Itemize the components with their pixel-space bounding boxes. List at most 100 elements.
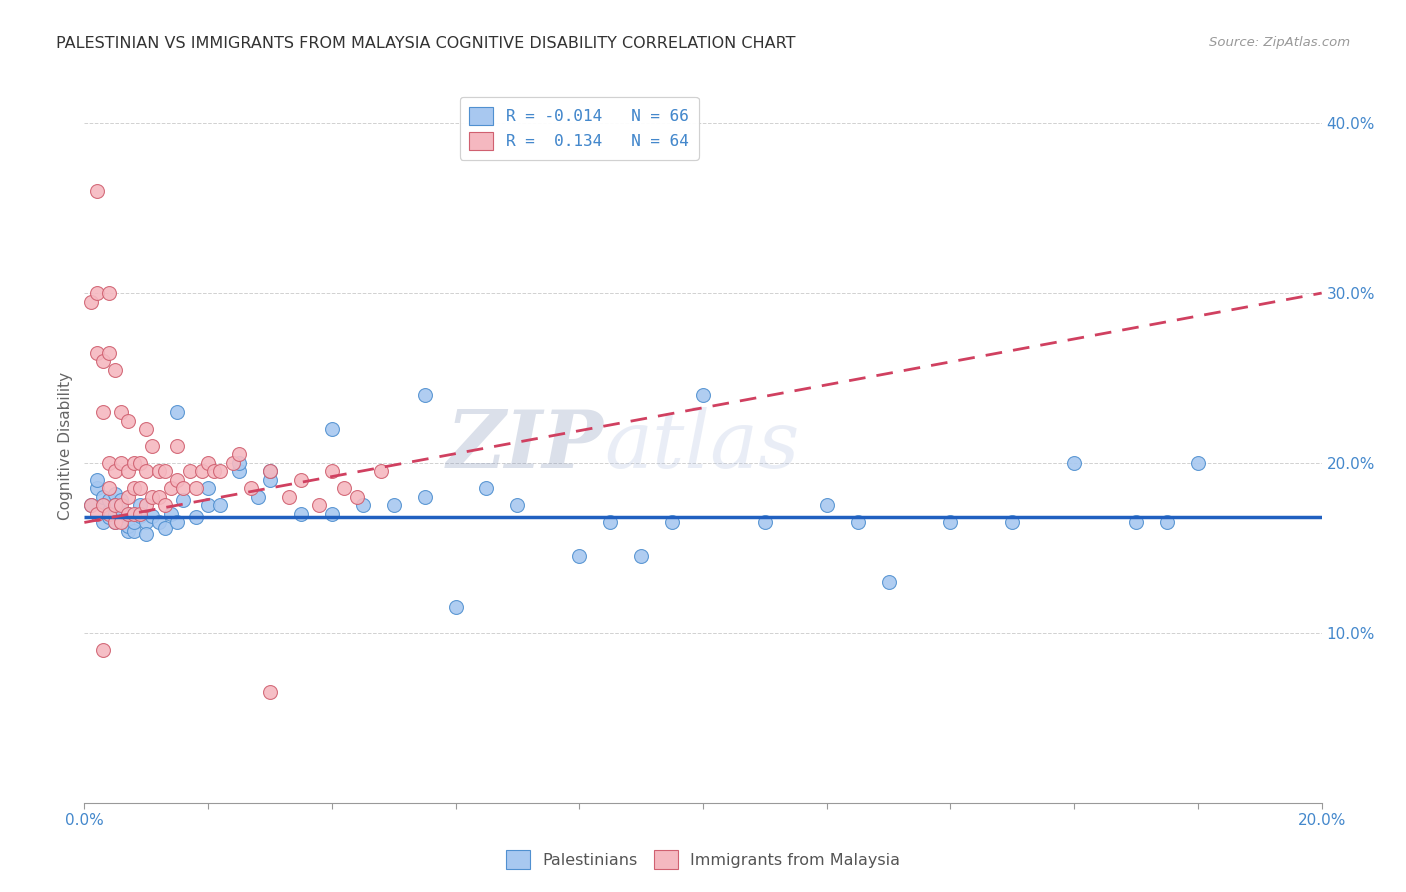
Point — [148, 516, 170, 530]
Point — [630, 549, 652, 564]
Text: PALESTINIAN VS IMMIGRANTS FROM MALAYSIA COGNITIVE DISABILITY CORRELATION CHART: PALESTINIAN VS IMMIGRANTS FROM MALAYSIA … — [56, 36, 796, 51]
Point — [129, 499, 152, 513]
Point — [117, 519, 139, 533]
Point — [1187, 456, 1209, 470]
Point — [179, 465, 201, 479]
Point — [117, 465, 139, 479]
Point — [141, 508, 163, 523]
Point — [191, 465, 214, 479]
Point — [117, 490, 139, 504]
Point — [321, 507, 343, 521]
Point — [172, 482, 194, 496]
Point — [91, 499, 114, 513]
Point — [222, 456, 245, 470]
Point — [240, 482, 263, 496]
Point — [104, 507, 127, 521]
Point — [104, 486, 127, 500]
Legend: Palestinians, Immigrants from Malaysia: Palestinians, Immigrants from Malaysia — [499, 844, 907, 875]
Point — [160, 507, 183, 521]
Point — [86, 184, 108, 198]
Point — [122, 516, 145, 530]
Legend: R = -0.014   N = 66, R =  0.134   N = 64: R = -0.014 N = 66, R = 0.134 N = 64 — [460, 97, 699, 160]
Point — [135, 422, 157, 436]
Point — [506, 499, 529, 513]
Point — [110, 456, 132, 470]
Point — [382, 499, 405, 513]
Point — [197, 499, 219, 513]
Point — [259, 473, 281, 487]
Point — [86, 507, 108, 521]
Point — [104, 362, 127, 376]
Text: ZIP: ZIP — [447, 408, 605, 484]
Point — [692, 388, 714, 402]
Point — [104, 499, 127, 513]
Point — [209, 499, 232, 513]
Point — [135, 516, 157, 530]
Point — [79, 499, 101, 513]
Point — [86, 482, 108, 496]
Point — [184, 482, 207, 496]
Point — [141, 490, 163, 504]
Point — [91, 405, 114, 419]
Point — [1125, 516, 1147, 530]
Point — [197, 456, 219, 470]
Point — [661, 516, 683, 530]
Point — [259, 465, 281, 479]
Point — [246, 490, 269, 504]
Point — [153, 499, 176, 513]
Point — [148, 490, 170, 504]
Point — [413, 388, 436, 402]
Point — [91, 354, 114, 368]
Point — [91, 499, 114, 513]
Point — [259, 685, 281, 699]
Point — [1001, 516, 1024, 530]
Point — [129, 456, 152, 470]
Point — [86, 473, 108, 487]
Point — [79, 294, 101, 309]
Point — [117, 524, 139, 538]
Point — [321, 422, 343, 436]
Point — [98, 507, 121, 521]
Point — [98, 510, 121, 524]
Point — [148, 465, 170, 479]
Point — [277, 490, 299, 504]
Point — [141, 439, 163, 453]
Point — [228, 448, 250, 462]
Point — [91, 490, 114, 504]
Point — [1063, 456, 1085, 470]
Point — [91, 643, 114, 657]
Point — [228, 456, 250, 470]
Point — [1156, 516, 1178, 530]
Point — [122, 482, 145, 496]
Point — [117, 507, 139, 521]
Point — [129, 508, 152, 523]
Point — [122, 524, 145, 538]
Point — [98, 456, 121, 470]
Point — [184, 510, 207, 524]
Point — [110, 405, 132, 419]
Point — [209, 465, 232, 479]
Point — [98, 482, 121, 496]
Point — [129, 482, 152, 496]
Point — [153, 520, 176, 534]
Point — [599, 516, 621, 530]
Point — [166, 516, 188, 530]
Point — [197, 482, 219, 496]
Point — [110, 501, 132, 516]
Point — [754, 516, 776, 530]
Point — [135, 499, 157, 513]
Point — [370, 465, 392, 479]
Point — [228, 465, 250, 479]
Point — [86, 345, 108, 359]
Point — [352, 499, 374, 513]
Point — [135, 465, 157, 479]
Point — [86, 286, 108, 301]
Point — [104, 516, 127, 530]
Point — [346, 490, 368, 504]
Point — [290, 507, 312, 521]
Point — [104, 499, 127, 513]
Point — [91, 516, 114, 530]
Point — [877, 574, 900, 589]
Y-axis label: Cognitive Disability: Cognitive Disability — [58, 372, 73, 520]
Point — [166, 439, 188, 453]
